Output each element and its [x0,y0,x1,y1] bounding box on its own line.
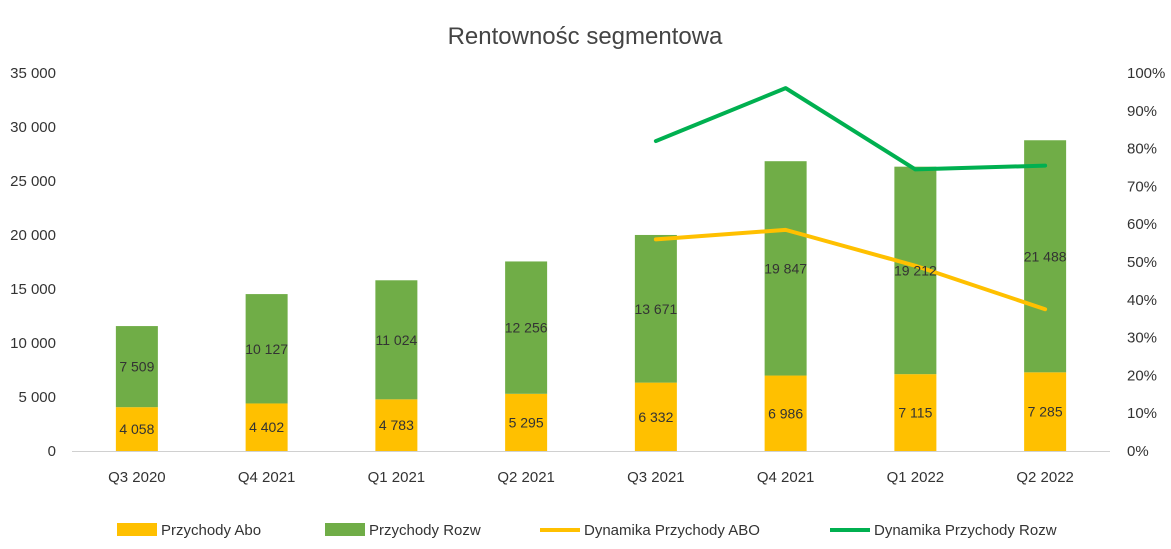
bar-przychody-abo [764,375,807,451]
bar-data-label: 4 058 [119,421,154,437]
line-dynamika-przychody-abo [653,227,1048,312]
legend-swatch [325,523,365,536]
left-axis: 0 5 000 10 000 15 000 20 000 25 000 30 000 35 0… [10,65,56,460]
x-axis: Q3 2020 Q4 2021 Q1 2021 Q2 2021 Q3 2021 Q4 20… [72,451,1110,486]
legend-label: Dynamika Przychody Rozw [874,522,1057,539]
bar-data-label: 7 509 [119,359,154,375]
right-axis-tick-label: 100% [1127,65,1165,82]
bars [115,140,1067,451]
bar-data-label: 6 332 [638,409,673,425]
left-axis-tick-label: 5 000 [18,389,56,406]
bar-przychody-abo [1024,372,1067,451]
bar-data-label: 11 024 [375,332,417,348]
bar-data-label: 13 671 [634,301,677,317]
right-axis-tick-label: 50% [1127,254,1157,271]
bar-przychody-rozw [764,161,807,376]
right-axis: 0% 10% 20% 30% 40% 50% 60% 70% 80% 90% 100% [1127,65,1165,460]
legend-label: Przychody Rozw [369,522,481,539]
bar-data-label: 10 127 [245,341,288,357]
legend-label: Dynamika Przychody ABO [584,522,760,539]
bar-przychody-abo [115,407,158,451]
left-axis-tick-label: 0 [48,443,56,460]
right-axis-tick-label: 10% [1127,405,1157,422]
bar-przychody-abo [375,399,418,451]
bar-przychody-rozw [375,280,418,400]
left-axis-tick-label: 20 000 [10,227,56,244]
bar-data-label: 12 256 [505,320,548,336]
x-axis-tick-label: Q3 2020 [108,469,166,486]
right-axis-tick-label: 80% [1127,141,1157,158]
bar-data-label: 4 783 [379,417,414,433]
bar-przychody-abo [245,403,288,451]
left-axis-tick-label: 25 000 [10,173,56,190]
bar-data-label: 19 847 [764,260,807,276]
bar-data-label: 7 285 [1028,404,1063,420]
legend-swatch [117,523,157,536]
legend-label: Przychody Abo [161,522,261,539]
x-axis-tick-label: Q2 2022 [1016,469,1074,486]
bar-data-label: 6 986 [768,405,803,421]
lines [653,86,1048,312]
bar-przychody-rozw [1024,140,1067,373]
right-axis-tick-label: 90% [1127,103,1157,120]
left-axis-tick-label: 15 000 [10,281,56,298]
bar-przychody-abo [505,393,548,451]
bar-przychody-rozw [634,234,677,383]
left-axis-tick-label: 30 000 [10,119,56,136]
right-axis-tick-label: 40% [1127,292,1157,309]
right-axis-tick-label: 70% [1127,178,1157,195]
bar-data-label: 19 212 [894,262,937,278]
bar-przychody-rozw [505,261,548,394]
bar-data-label: 4 402 [249,419,284,435]
bar-przychody-rozw [245,294,288,404]
chart-title: Rentownośc segmentowa [448,23,723,50]
x-axis-tick-label: Q1 2022 [887,469,945,486]
bar-data-label: 5 295 [509,414,544,430]
bar-przychody-abo [634,382,677,451]
x-axis-tick-label: Q4 2021 [238,469,296,486]
bar-przychody-rozw [115,326,158,408]
legend: Przychody Abo Przychody Rozw Dynamika Przy… [117,522,1057,539]
x-axis-tick-label: Q3 2021 [627,469,685,486]
right-axis-tick-label: 60% [1127,216,1157,233]
left-axis-tick-label: 10 000 [10,335,56,352]
x-axis-tick-label: Q4 2021 [757,469,815,486]
right-axis-tick-label: 20% [1127,367,1157,384]
right-axis-tick-label: 30% [1127,330,1157,347]
data-labels: 4 058 7 509 4 402 10 127 4 783 11 024 5 295 12 … [119,248,1066,437]
bar-data-label: 21 488 [1024,248,1067,264]
line-dynamika-przychody-rozw [653,86,1048,172]
bar-przychody-abo [894,374,937,451]
x-axis-tick-label: Q2 2021 [497,469,555,486]
bar-data-label: 7 115 [898,405,932,421]
right-axis-tick-label: 0% [1127,443,1149,460]
x-axis-tick-label: Q1 2021 [368,469,426,486]
left-axis-tick-label: 35 000 [10,65,56,82]
